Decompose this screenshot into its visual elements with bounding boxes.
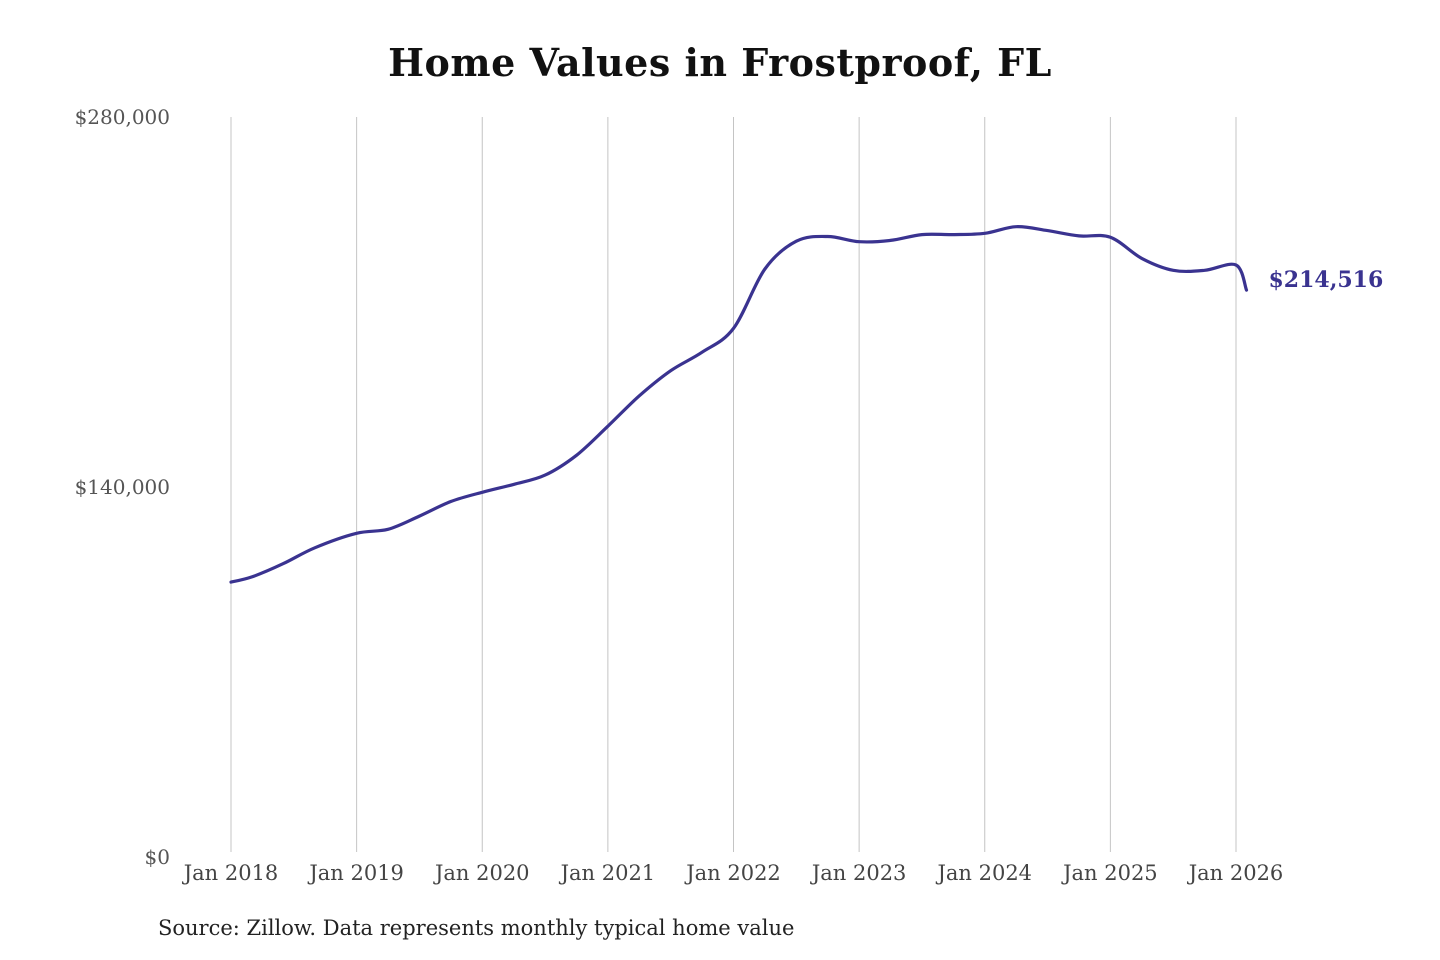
end-value-label: $214,516 <box>1268 267 1383 293</box>
x-tick-label: Jan 2026 <box>1187 861 1284 885</box>
series-line-home-value <box>229 225 1249 584</box>
y-tick-label: $280,000 <box>75 105 170 129</box>
y-tick-label: $0 <box>145 845 170 869</box>
annotation-layer: $214,516 <box>1268 267 1383 293</box>
y-tick-label: $140,000 <box>75 475 170 499</box>
x-tick-label: Jan 2023 <box>810 861 907 885</box>
x-tick-label: Jan 2022 <box>684 861 781 885</box>
x-tick-label: Jan 2020 <box>433 861 530 885</box>
x-tick-label: Jan 2018 <box>182 861 279 885</box>
y-axis: $0 $140,000 $280,000 <box>75 105 170 869</box>
x-tick-label: Jan 2024 <box>935 861 1032 885</box>
x-tick-label: Jan 2025 <box>1061 861 1158 885</box>
grid-layer <box>230 117 1237 852</box>
chart-source-note: Source: Zillow. Data represents monthly … <box>158 916 795 940</box>
chart-title: Home Values in Frostproof, FL <box>388 40 1052 85</box>
series-layer <box>229 225 1249 584</box>
x-tick-label: Jan 2021 <box>559 861 656 885</box>
x-tick-label: Jan 2019 <box>307 861 404 885</box>
x-axis: Jan 2018 Jan 2019 Jan 2020 Jan 2021 Jan 2022… <box>182 861 1284 885</box>
